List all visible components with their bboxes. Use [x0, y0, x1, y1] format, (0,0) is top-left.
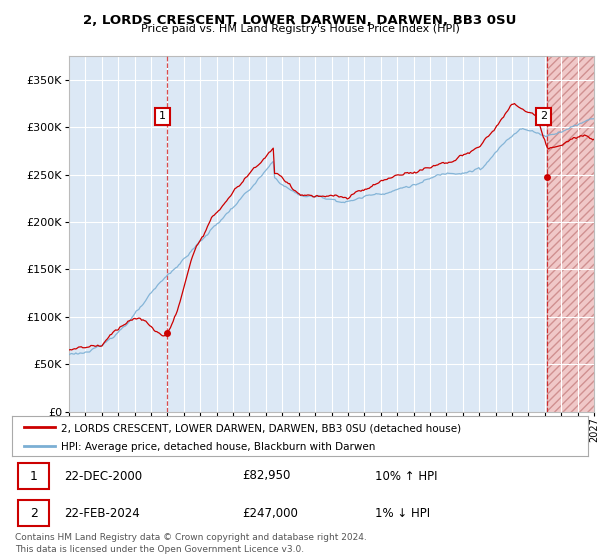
Text: 10% ↑ HPI: 10% ↑ HPI — [375, 469, 437, 483]
Text: £82,950: £82,950 — [242, 469, 291, 483]
Text: 22-DEC-2000: 22-DEC-2000 — [64, 469, 142, 483]
Text: 2, LORDS CRESCENT, LOWER DARWEN, DARWEN, BB3 0SU (detached house): 2, LORDS CRESCENT, LOWER DARWEN, DARWEN,… — [61, 423, 461, 433]
FancyBboxPatch shape — [18, 500, 49, 526]
Text: 1: 1 — [159, 111, 166, 122]
Text: HPI: Average price, detached house, Blackburn with Darwen: HPI: Average price, detached house, Blac… — [61, 442, 376, 452]
Text: 1% ↓ HPI: 1% ↓ HPI — [375, 507, 430, 520]
Text: £247,000: £247,000 — [242, 507, 298, 520]
Text: Price paid vs. HM Land Registry's House Price Index (HPI): Price paid vs. HM Land Registry's House … — [140, 24, 460, 34]
FancyBboxPatch shape — [18, 463, 49, 489]
Text: 22-FEB-2024: 22-FEB-2024 — [64, 507, 140, 520]
Text: 2: 2 — [30, 507, 38, 520]
Text: 2: 2 — [540, 111, 547, 122]
Text: Contains HM Land Registry data © Crown copyright and database right 2024.
This d: Contains HM Land Registry data © Crown c… — [15, 533, 367, 554]
Text: 1: 1 — [30, 469, 38, 483]
Text: 2, LORDS CRESCENT, LOWER DARWEN, DARWEN, BB3 0SU: 2, LORDS CRESCENT, LOWER DARWEN, DARWEN,… — [83, 14, 517, 27]
